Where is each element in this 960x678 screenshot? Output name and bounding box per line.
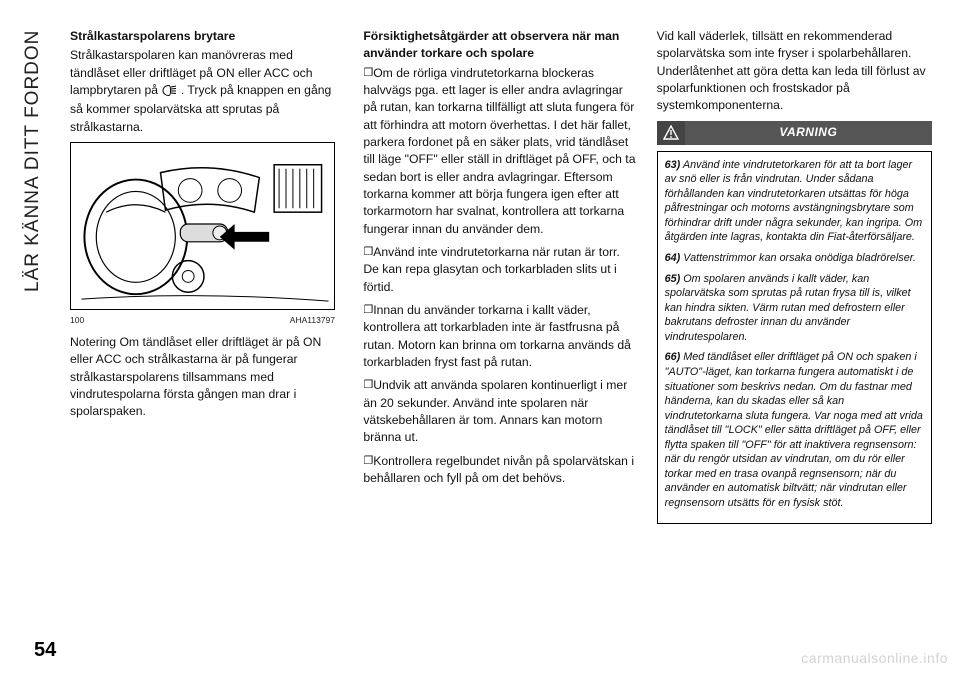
figure-caption-row: 100 AHA113797: [70, 314, 335, 326]
col1-heading: Strålkastarspolarens brytare: [70, 28, 345, 45]
column-1: Strålkastarspolarens brytare Strålkastar…: [70, 28, 345, 608]
figure-100-svg: [71, 143, 334, 309]
warn-63-num: 63): [665, 159, 681, 171]
section-title-vertical: LÄR KÄNNA DITT FORDON: [22, 30, 50, 350]
warn-66: 66) Med tändlåset eller driftläget på ON…: [665, 350, 924, 510]
warn-66-num: 66): [665, 351, 681, 363]
col2-b3: ❐ Innan du använder torkarna i kallt väd…: [363, 302, 638, 371]
warning-box: 63) Använd inte vindrutetorkaren för att…: [657, 151, 932, 524]
col2-b4: ❐ Undvik att använda spolaren kontinuerl…: [363, 377, 638, 446]
headlamp-icon: [161, 84, 177, 101]
warn-64: 64) Vattenstrimmor kan orsaka onödiga bl…: [665, 251, 924, 266]
bullet-icon: ❐: [363, 66, 373, 82]
bullet-icon: ❐: [363, 303, 373, 319]
col2-heading: Försiktighetsåtgärder att observera när …: [363, 28, 638, 63]
col2-b2-text: Använd inte vindrutetorkarna när rutan ä…: [363, 245, 619, 294]
warning-triangle-icon: [657, 121, 685, 145]
warn-65: 65) Om spolaren används i kallt väder, k…: [665, 272, 924, 345]
col3-para-1: Vid kall väderlek, tillsätt en rekommend…: [657, 28, 932, 115]
warn-63-text: Använd inte vindrutetorkaren för att ta …: [665, 159, 922, 244]
warn-64-text: Vattenstrimmor kan orsaka onödiga bladrö…: [680, 252, 916, 264]
content-columns: Strålkastarspolarens brytare Strålkastar…: [70, 28, 932, 608]
watermark: carmanualsonline.info: [801, 650, 948, 666]
figure-100: [70, 142, 335, 310]
figure-code: AHA113797: [290, 314, 335, 326]
col1-para-1: Strålkastarspolaren kan manövreras med t…: [70, 47, 345, 136]
page-number: 54: [34, 639, 56, 662]
col2-b2: ❐ Använd inte vindrutetorkarna när rutan…: [363, 244, 638, 296]
col2-b5: ❐ Kontrollera regelbundet nivån på spola…: [363, 453, 638, 488]
warning-header: VARNING: [657, 121, 932, 145]
col2-b1-text: Om de rörliga vindrutetorkarna blockeras…: [363, 66, 635, 236]
col1-para-2: Notering Om tändlåset eller driftläget ä…: [70, 334, 345, 421]
warn-64-num: 64): [665, 252, 681, 264]
column-3: Vid kall väderlek, tillsätt en rekommend…: [657, 28, 932, 608]
bullet-icon: ❐: [363, 454, 373, 470]
manual-page: LÄR KÄNNA DITT FORDON Strålkastarspolare…: [0, 0, 960, 678]
warn-63: 63) Använd inte vindrutetorkaren för att…: [665, 158, 924, 245]
col2-b4-text: Undvik att använda spolaren kontinuerlig…: [363, 378, 627, 444]
column-2: Försiktighetsåtgärder att observera när …: [363, 28, 638, 608]
warn-66-text: Med tändlåset eller driftläget på ON och…: [665, 351, 923, 509]
warn-65-text: Om spolaren används i kallt väder, kan s…: [665, 273, 911, 343]
figure-index: 100: [70, 314, 84, 326]
warning-label: VARNING: [685, 124, 932, 141]
bullet-icon: ❐: [363, 245, 373, 261]
col2-b3-text: Innan du använder torkarna i kallt väder…: [363, 303, 631, 369]
col2-b1: ❐ Om de rörliga vindrutetorkarna blocker…: [363, 65, 638, 238]
col2-b5-text: Kontrollera regelbundet nivån på spolarv…: [363, 454, 634, 485]
bullet-icon: ❐: [363, 378, 373, 394]
warn-65-num: 65): [665, 273, 681, 285]
